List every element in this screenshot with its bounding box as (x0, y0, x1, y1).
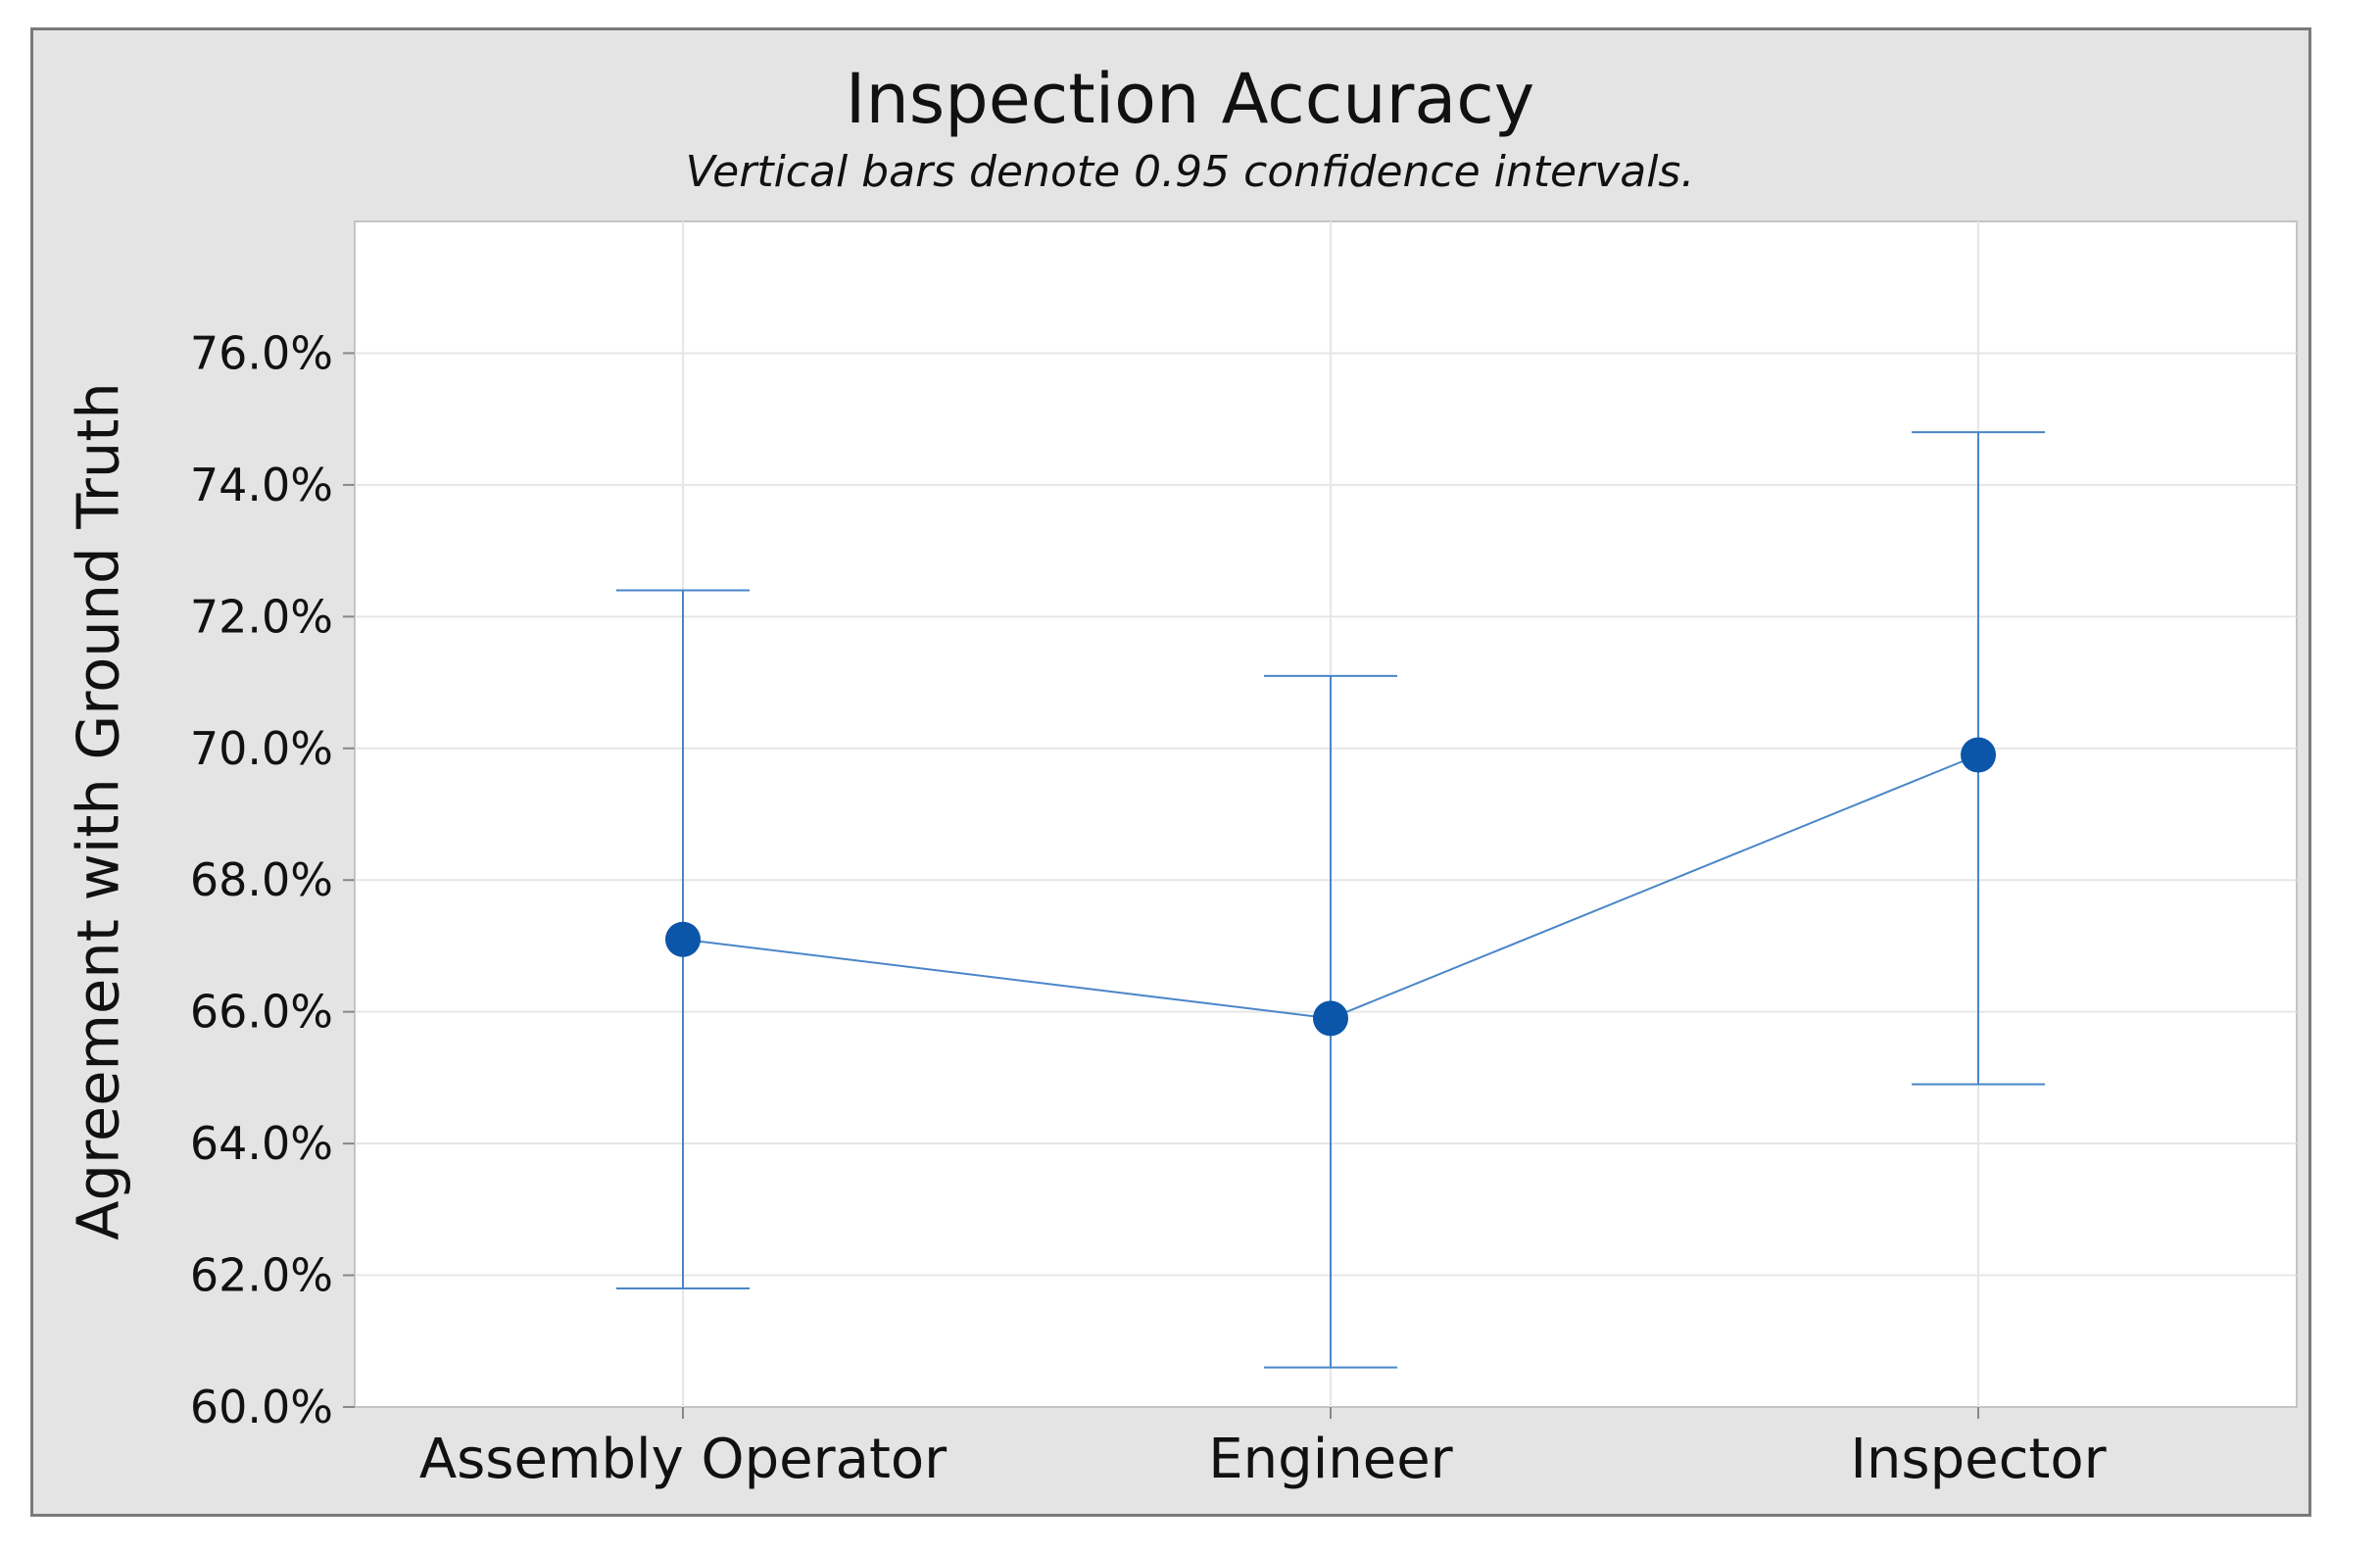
data-point (1961, 737, 1996, 773)
y-tick-label: 60.0% (190, 1381, 333, 1433)
y-tick-label: 74.0% (190, 459, 333, 511)
y-tick-label: 72.0% (190, 590, 333, 643)
chart-title: Inspection Accuracy (845, 59, 1535, 139)
chart-subtitle: Vertical bars denote 0.95 confidence int… (685, 147, 1695, 197)
y-tick-label: 68.0% (190, 853, 333, 906)
x-tick-label: Inspector (1850, 1428, 2107, 1491)
x-tick-label: Engineer (1208, 1428, 1453, 1491)
y-tick-label: 62.0% (190, 1249, 333, 1302)
plot-area (354, 220, 2298, 1408)
axes: 60.0% 62.0% 64.0% 66.0% 68.0% 70.0% 72.0% 74.0%… (190, 326, 2108, 1491)
data-point (665, 921, 701, 957)
series (616, 431, 2045, 1369)
y-tick-label: 64.0% (190, 1117, 333, 1170)
y-tick-label: 70.0% (190, 722, 333, 775)
x-tick-label: Assembly Operator (419, 1428, 947, 1491)
y-tick-label: 66.0% (190, 986, 333, 1039)
y-tick-label: 76.0% (190, 326, 333, 379)
data-point (1313, 1000, 1348, 1037)
